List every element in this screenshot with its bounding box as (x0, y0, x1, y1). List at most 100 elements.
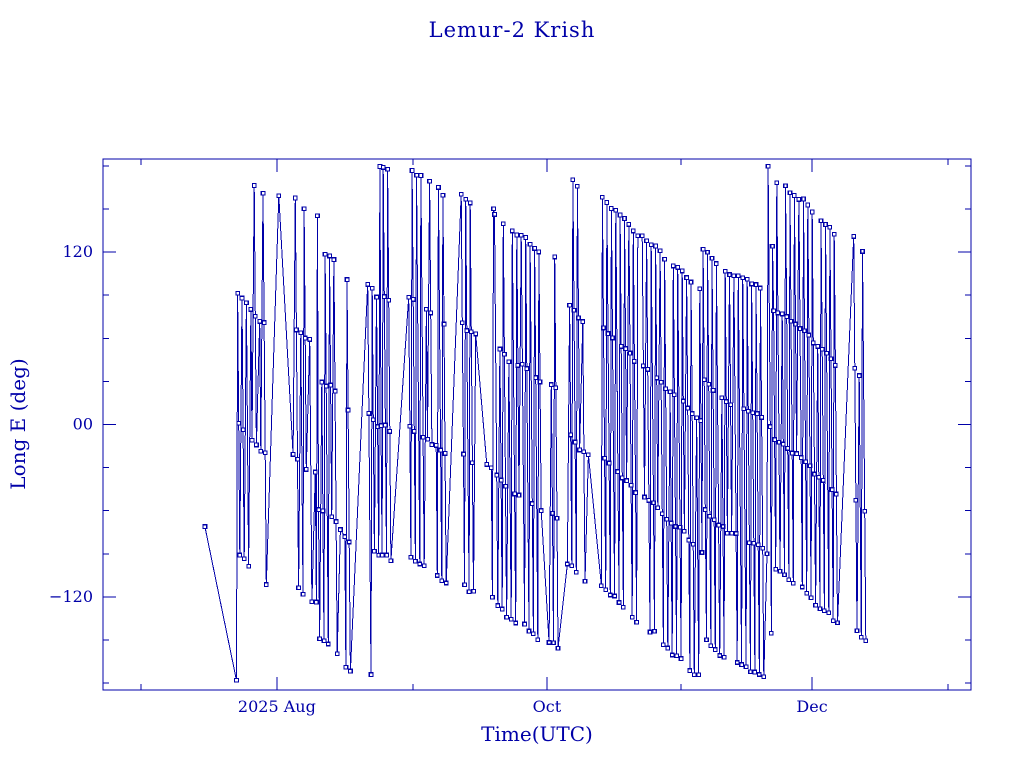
data-point-marker (741, 406, 747, 412)
data-point-marker (655, 505, 661, 511)
data-point-marker (675, 265, 681, 270)
data-point-marker (688, 279, 694, 285)
data-point-marker (429, 442, 435, 447)
data-point-marker (424, 306, 429, 312)
data-point-marker (704, 637, 709, 643)
data-point-marker (809, 209, 815, 215)
data-point-marker (464, 328, 470, 333)
data-point-marker (344, 277, 350, 282)
data-point-marker (764, 551, 770, 557)
data-point-marker (468, 329, 474, 335)
data-point-marker (773, 566, 779, 572)
data-point-marker (316, 507, 321, 512)
data-point-marker (759, 415, 764, 420)
data-point-marker (797, 326, 803, 331)
data-point-marker (623, 346, 628, 351)
data-point-marker (436, 185, 441, 190)
data-point-marker (325, 641, 331, 647)
data-point-marker (803, 459, 808, 465)
data-point-marker (565, 561, 570, 567)
data-point-marker (303, 467, 309, 472)
data-point-marker (580, 319, 586, 324)
data-point-marker (387, 429, 393, 434)
data-point-marker (801, 196, 806, 202)
data-point-marker (512, 491, 517, 497)
data-point-marker (514, 232, 520, 238)
data-point-marker (652, 629, 657, 634)
data-point-marker (691, 672, 697, 678)
data-point-marker (826, 610, 832, 616)
plot-border (102, 158, 972, 691)
data-point-marker (234, 678, 239, 683)
data-point-marker (263, 582, 269, 587)
data-point-marker (815, 344, 821, 349)
data-point-marker (331, 257, 337, 262)
data-point-marker (777, 569, 783, 574)
data-point-marker (497, 346, 503, 352)
data-point-marker (677, 524, 683, 530)
axes (102, 158, 972, 691)
data-point-marker (721, 655, 727, 660)
data-point-marker (604, 200, 610, 205)
data-point-marker (249, 437, 255, 443)
data-point-marker (835, 620, 840, 626)
data-series (202, 163, 869, 683)
data-point-marker (758, 285, 763, 291)
data-point-marker (710, 388, 716, 393)
data-point-marker (383, 422, 388, 428)
data-point-marker (729, 531, 734, 536)
data-point-marker (458, 191, 464, 197)
data-point-marker (810, 340, 816, 346)
data-point-marker (374, 294, 379, 300)
data-point-marker (696, 672, 702, 678)
data-point-marker (300, 592, 306, 597)
series-line (204, 166, 867, 681)
data-point-marker (654, 375, 660, 381)
data-point-marker (582, 578, 588, 584)
data-point-marker (664, 517, 670, 522)
data-point-marker (421, 563, 427, 569)
data-point-marker (852, 365, 858, 371)
data-point-marker (789, 450, 795, 456)
data-point-marker (830, 618, 836, 624)
data-point-marker (775, 310, 781, 316)
data-point-marker (610, 335, 615, 341)
data-point-marker (381, 294, 387, 299)
data-point-marker (817, 606, 823, 612)
data-point-marker (294, 327, 299, 333)
data-point-marker (647, 629, 653, 635)
data-point-marker (470, 460, 475, 466)
data-point-marker (648, 242, 654, 247)
x-tick-label: Dec (796, 697, 827, 716)
data-point-marker (827, 224, 833, 230)
data-point-marker (831, 231, 837, 237)
data-point-marker (714, 261, 719, 266)
data-point-marker (613, 207, 619, 213)
data-point-marker (251, 183, 257, 188)
data-point-marker (570, 177, 576, 182)
data-point-marker (680, 398, 686, 404)
data-point-marker (314, 599, 319, 605)
data-point-marker (531, 631, 536, 637)
data-point-marker (860, 249, 865, 254)
data-point-marker (790, 581, 796, 586)
data-point-marker (524, 366, 530, 371)
data-point-marker (662, 256, 667, 262)
data-point-marker (679, 268, 685, 274)
data-point-marker (495, 603, 501, 608)
data-point-marker (634, 619, 639, 625)
data-point-marker (506, 359, 512, 365)
data-point-marker (808, 595, 814, 601)
data-point-marker (829, 487, 835, 492)
data-point-marker (686, 537, 692, 543)
data-point-marker (771, 308, 776, 314)
data-point-marker (717, 653, 723, 658)
data-point-marker (499, 606, 505, 612)
data-point-marker (420, 434, 426, 440)
data-point-marker (621, 604, 626, 610)
data-point-marker (425, 436, 430, 442)
data-point-marker (554, 515, 560, 521)
data-point-marker (408, 555, 414, 560)
data-point-marker (673, 524, 678, 529)
